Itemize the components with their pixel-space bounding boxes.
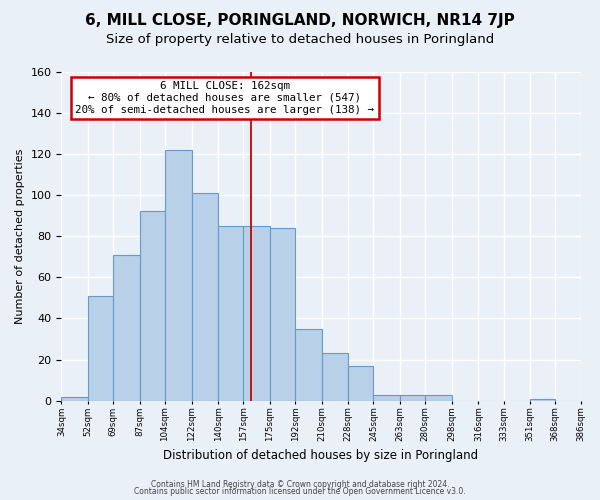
Bar — [295, 328, 322, 400]
Bar — [191, 193, 218, 400]
Text: Contains public sector information licensed under the Open Government Licence v3: Contains public sector information licen… — [134, 487, 466, 496]
Bar — [322, 354, 349, 401]
Bar — [88, 296, 113, 401]
Text: Contains HM Land Registry data © Crown copyright and database right 2024.: Contains HM Land Registry data © Crown c… — [151, 480, 449, 489]
Bar — [425, 394, 452, 400]
Bar — [113, 254, 140, 400]
Text: 6 MILL CLOSE: 162sqm
← 80% of detached houses are smaller (547)
20% of semi-deta: 6 MILL CLOSE: 162sqm ← 80% of detached h… — [76, 82, 374, 114]
Bar — [244, 226, 270, 400]
Bar — [140, 212, 165, 400]
Bar — [270, 228, 295, 400]
Text: 6, MILL CLOSE, PORINGLAND, NORWICH, NR14 7JP: 6, MILL CLOSE, PORINGLAND, NORWICH, NR14… — [85, 12, 515, 28]
Bar — [530, 398, 556, 400]
Bar — [349, 366, 373, 400]
Bar — [218, 226, 244, 400]
Y-axis label: Number of detached properties: Number of detached properties — [15, 148, 25, 324]
Bar — [165, 150, 191, 400]
Bar — [61, 396, 88, 400]
X-axis label: Distribution of detached houses by size in Poringland: Distribution of detached houses by size … — [163, 450, 479, 462]
Bar — [373, 394, 400, 400]
Bar — [400, 394, 425, 400]
Text: Size of property relative to detached houses in Poringland: Size of property relative to detached ho… — [106, 32, 494, 46]
